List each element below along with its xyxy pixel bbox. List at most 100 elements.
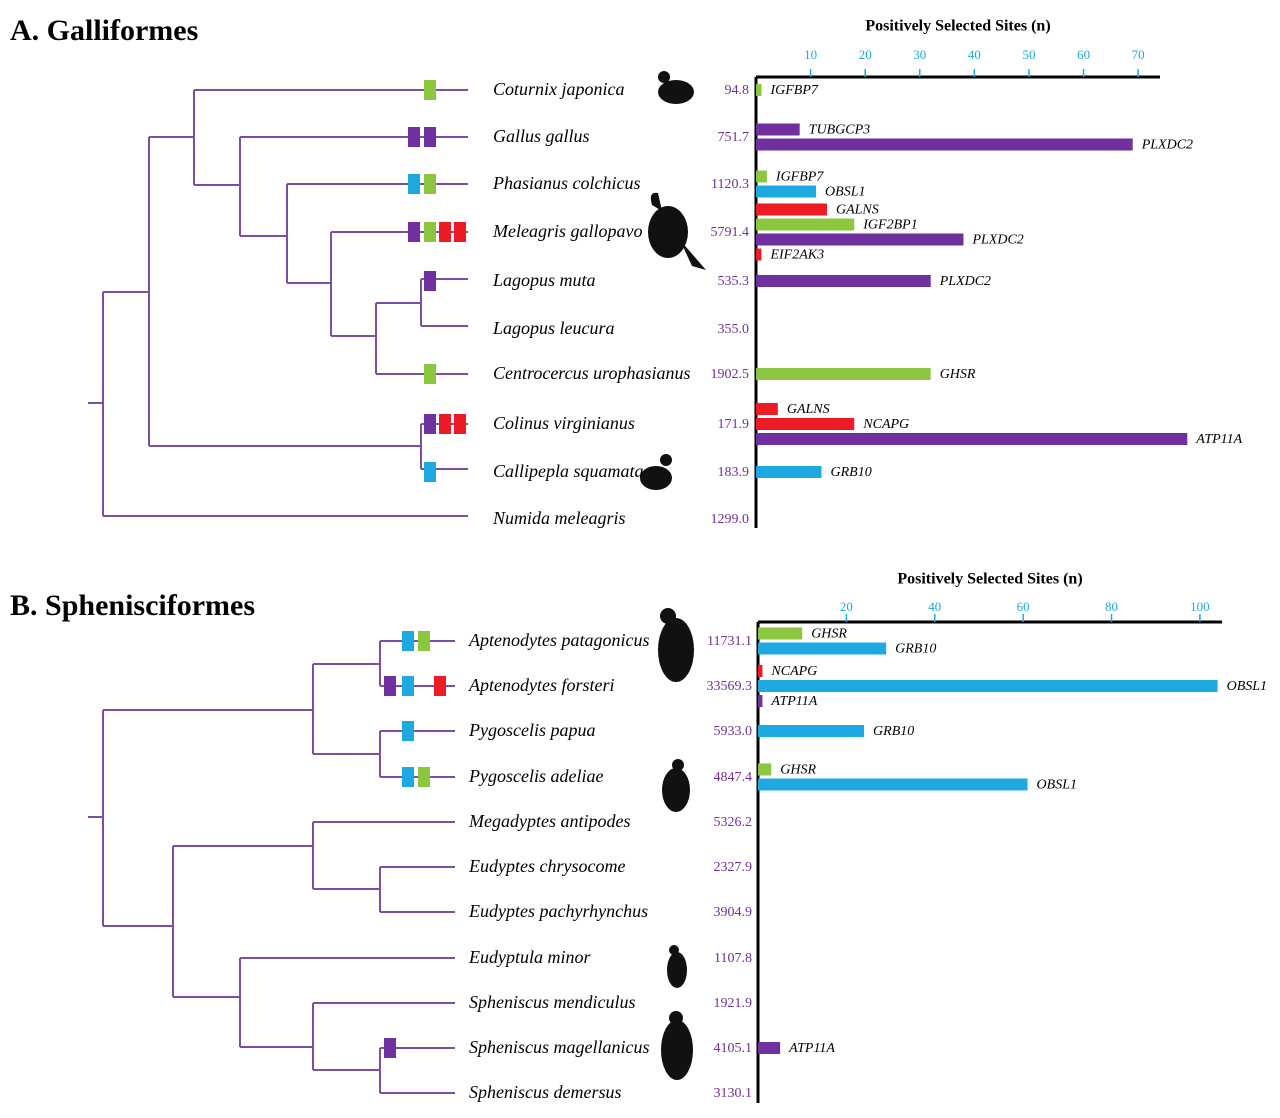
- species-name: Spheniscus demersus: [469, 1082, 621, 1102]
- gene-label: GHSR: [811, 627, 847, 642]
- branch-marker: [439, 414, 451, 434]
- gene-label: IGFBP7: [775, 170, 824, 185]
- species-name: Aptenodytes patagonicus: [468, 630, 649, 650]
- branch-value: 1107.8: [714, 951, 752, 966]
- gene-label: EIF2AK3: [769, 248, 824, 263]
- branch-marker: [402, 767, 414, 787]
- branch-value: 5326.2: [714, 815, 753, 830]
- bar: [758, 642, 887, 655]
- species-name: Callipepla squamata: [493, 461, 644, 481]
- bar: [758, 627, 803, 640]
- gene-label: PLXDC2: [939, 274, 991, 289]
- branch-marker: [402, 676, 414, 696]
- gene-label: ATP11A: [1195, 432, 1242, 447]
- branch-marker: [402, 721, 414, 741]
- gene-label: OBSL1: [825, 185, 865, 200]
- branch-marker: [424, 462, 436, 482]
- branch-value: 5933.0: [714, 724, 753, 739]
- gene-label: NCAPG: [770, 664, 817, 679]
- bar: [756, 170, 767, 183]
- branch-marker: [424, 414, 436, 434]
- species-name: Spheniscus magellanicus: [469, 1037, 649, 1057]
- branch-value: 171.9: [718, 417, 750, 432]
- branch-value: 5791.4: [711, 225, 750, 240]
- species-name: Colinus virginianus: [493, 413, 635, 433]
- species-name: Meleagris gallopavo: [492, 221, 642, 241]
- branch-value: 33569.3: [707, 679, 753, 694]
- species-name: Eudyptula minor: [468, 947, 591, 967]
- gene-label: GALNS: [836, 203, 879, 218]
- branch-value: 1902.5: [711, 367, 750, 382]
- gene-label: IGF2BP1: [862, 218, 917, 233]
- x-tick-label: 80: [1105, 599, 1118, 614]
- gene-label: GHSR: [780, 763, 816, 778]
- panel-title: B. Sphenisciformes: [10, 589, 255, 622]
- species-name: Eudyptes pachyrhynchus: [468, 901, 648, 921]
- branch-value: 2327.9: [714, 860, 753, 875]
- species-name: Coturnix japonica: [493, 79, 625, 99]
- branch-marker: [439, 222, 451, 242]
- gene-label: OBSL1: [1227, 679, 1267, 694]
- gene-label: OBSL1: [1037, 778, 1077, 793]
- bar: [758, 680, 1218, 692]
- tree: [88, 640, 455, 1094]
- gene-label: ATP11A: [788, 1041, 835, 1056]
- bar: [756, 233, 964, 246]
- gene-label: TUBGCP3: [809, 123, 870, 138]
- branch-value: 1120.3: [711, 177, 749, 192]
- species-name: Lagopus leucura: [492, 318, 615, 338]
- species-name: Centrocercus urophasianus: [493, 363, 691, 383]
- branch-value: 1299.0: [711, 512, 750, 527]
- bar: [756, 403, 778, 415]
- branch-value: 355.0: [718, 322, 750, 337]
- bar: [758, 725, 865, 737]
- branch-value: 183.9: [718, 465, 750, 480]
- x-tick-label: 100: [1190, 599, 1210, 614]
- branch-marker: [418, 767, 430, 787]
- bar: [756, 275, 931, 287]
- branch-marker: [424, 127, 436, 147]
- x-tick-label: 20: [840, 599, 853, 614]
- gene-label: GRB10: [895, 642, 936, 657]
- bar: [756, 203, 827, 216]
- branch-marker: [408, 127, 420, 147]
- branch-value: 535.3: [718, 274, 750, 289]
- tree: [88, 89, 468, 517]
- bar: [756, 248, 762, 261]
- branch-value: 1921.9: [714, 996, 753, 1011]
- branch-marker: [402, 631, 414, 651]
- x-tick-label: 40: [968, 47, 981, 62]
- gene-label: PLXDC2: [1141, 138, 1193, 153]
- gene-label: IGFBP7: [769, 83, 818, 98]
- x-tick-label: 30: [913, 47, 926, 62]
- branch-value: 94.8: [725, 83, 750, 98]
- branch-marker: [424, 364, 436, 384]
- branch-value: 3130.1: [714, 1086, 753, 1101]
- bar: [756, 138, 1133, 151]
- gene-label: NCAPG: [862, 417, 909, 432]
- x-tick-label: 70: [1132, 47, 1145, 62]
- bar: [756, 466, 822, 478]
- gene-label: GHSR: [940, 367, 976, 382]
- bar: [758, 1042, 781, 1054]
- bar: [756, 368, 931, 380]
- branch-value: 11731.1: [707, 634, 752, 649]
- bar: [756, 123, 800, 136]
- x-tick-label: 60: [1077, 47, 1090, 62]
- bar: [756, 185, 817, 198]
- branch-marker: [434, 676, 446, 696]
- gene-label: ATP11A: [770, 694, 817, 709]
- gene-label: GRB10: [831, 465, 872, 480]
- species-name: Pygoscelis adeliae: [468, 766, 603, 786]
- species-name: Lagopus muta: [492, 270, 596, 290]
- bar: [756, 84, 762, 96]
- gene-label: GALNS: [787, 402, 830, 417]
- branch-marker: [418, 631, 430, 651]
- branch-marker: [424, 222, 436, 242]
- species-name: Pygoscelis papua: [468, 720, 595, 740]
- bar: [756, 418, 855, 430]
- species-name: Numida meleagris: [492, 508, 626, 528]
- branch-marker: [454, 222, 466, 242]
- branch-value: 4847.4: [714, 770, 753, 785]
